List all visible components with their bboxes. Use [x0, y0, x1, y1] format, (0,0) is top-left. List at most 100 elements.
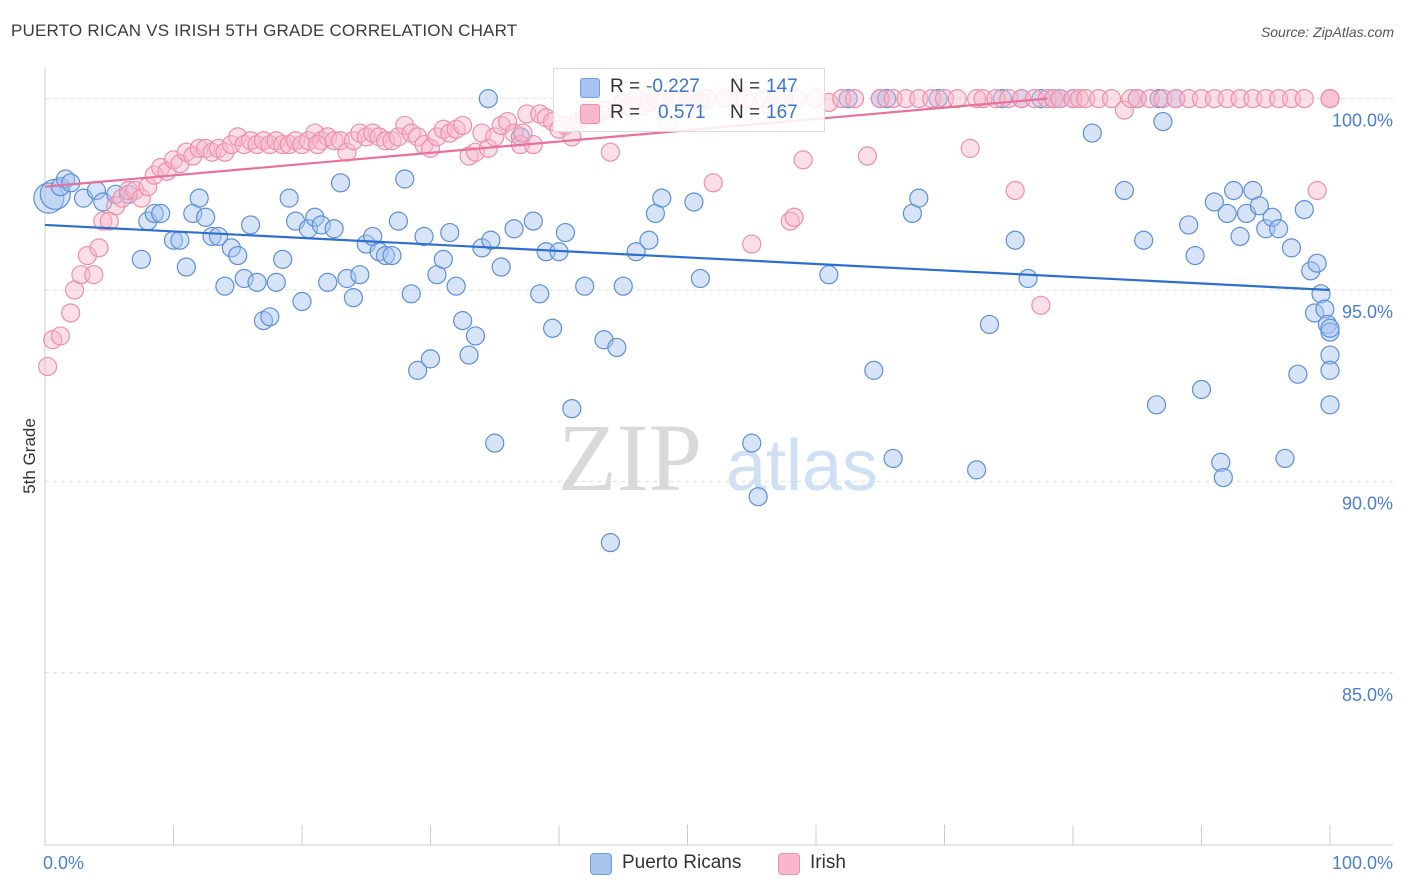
puerto-rican-point — [1005, 230, 1025, 250]
irish-point — [780, 211, 800, 231]
puerto-rican-point — [481, 230, 501, 250]
irish-point — [228, 127, 248, 147]
puerto-rican-point — [382, 245, 402, 266]
irish-point — [1031, 295, 1051, 315]
puerto-rican-point — [247, 272, 267, 292]
puerto-rican-point — [652, 188, 672, 208]
puerto-rican-point — [877, 89, 897, 109]
irish-point — [77, 245, 98, 266]
puerto-rican-point — [1304, 303, 1325, 323]
puerto-rican-point — [1320, 360, 1340, 380]
puerto-rican-point — [562, 399, 582, 419]
puerto-rican-point — [453, 311, 473, 331]
puerto-rican-point — [459, 345, 479, 365]
puerto-rican-point — [395, 169, 415, 189]
source-label: Source: ZipAtlas.com — [1260, 24, 1394, 40]
puerto-rican-point — [491, 257, 511, 277]
puerto-rican-point — [909, 188, 929, 208]
puerto-rican-point — [318, 272, 338, 292]
irish-point — [305, 123, 325, 143]
puerto-rican-point — [292, 291, 312, 312]
puerto-rican-point — [523, 211, 543, 231]
series-swatch-puerto-ricans — [590, 853, 612, 875]
puerto-rican-point — [967, 460, 987, 480]
irish-point — [1114, 100, 1135, 120]
irish-point — [703, 173, 723, 193]
irish-point — [513, 123, 533, 143]
puerto-rican-point — [1179, 215, 1199, 235]
puerto-rican-point — [1288, 364, 1308, 384]
irish-point — [125, 180, 145, 201]
irish-point — [131, 188, 151, 208]
irish-point — [485, 127, 505, 147]
irish-point — [50, 326, 71, 346]
irish-point — [453, 115, 473, 136]
puerto-rican-point — [1320, 395, 1340, 415]
irish-point — [84, 265, 104, 285]
puerto-rican-point — [408, 360, 428, 380]
puerto-rican-point — [234, 268, 254, 289]
legend-n-value: 147 — [766, 76, 798, 97]
y-tick-label: 90.0% — [1342, 493, 1393, 513]
y-tick-label: 95.0% — [1342, 302, 1393, 322]
puerto-rican-point — [266, 272, 286, 292]
irish-point — [784, 207, 804, 227]
irish-point — [61, 303, 81, 323]
puerto-rican-point — [420, 349, 441, 369]
irish-trend-line — [44, 97, 1048, 188]
series-swatch-irish — [778, 853, 800, 875]
irish-point — [395, 115, 415, 136]
puerto-rican-point — [414, 226, 434, 247]
puerto-rican-point — [485, 433, 505, 453]
puerto-rican-point — [542, 318, 563, 338]
puerto-rican-point — [375, 245, 396, 266]
puerto-rican-point — [838, 89, 858, 109]
puerto-rican-point — [1320, 345, 1340, 365]
irish-point — [844, 89, 865, 109]
irish-point — [375, 131, 396, 151]
irish-point — [1320, 89, 1340, 109]
puerto-rican-point — [1275, 448, 1295, 469]
irish-point — [1069, 89, 1090, 109]
puerto-rican-point — [241, 215, 261, 235]
y-axis-title: 5th Grade — [20, 418, 39, 494]
puerto-rican-point — [1320, 318, 1340, 338]
puerto-rican-point — [388, 211, 408, 231]
puerto-rican-point — [202, 226, 222, 247]
puerto-rican-point — [433, 249, 453, 269]
puerto-rican-point — [600, 533, 621, 553]
puerto-rican-point — [555, 222, 576, 243]
puerto-rican-point — [221, 238, 241, 258]
puerto-rican-point — [337, 268, 357, 289]
puerto-rican-point — [1217, 203, 1237, 224]
puerto-rican-point — [1224, 180, 1244, 201]
puerto-rican-point — [1082, 123, 1102, 143]
puerto-rican-point — [228, 245, 248, 266]
puerto-rican-point — [742, 433, 762, 453]
irish-point — [37, 356, 58, 377]
puerto-rican-point — [1262, 207, 1282, 227]
puerto-rican-point — [478, 89, 498, 109]
puerto-rican-point — [215, 276, 235, 296]
irish-point — [960, 138, 980, 158]
puerto-rican-point — [170, 230, 190, 250]
puerto-rican-point — [279, 188, 299, 208]
puerto-rican-point — [324, 219, 344, 239]
puerto-rican-points — [33, 89, 1340, 553]
irish-point — [967, 89, 987, 109]
puerto-rican-point — [607, 337, 627, 358]
puerto-rican-point — [1213, 467, 1233, 488]
puerto-rican-point — [864, 360, 884, 380]
puerto-rican-point — [446, 276, 466, 296]
irish-point — [106, 196, 126, 216]
puerto-rican-point — [151, 203, 171, 224]
irish-point — [408, 127, 428, 147]
irish-point — [1005, 180, 1025, 201]
chart-title: PUERTO RICAN VS IRISH 5TH GRADE CORRELAT… — [11, 21, 518, 40]
irish-point — [388, 127, 408, 147]
puerto-rican-point — [748, 487, 768, 507]
irish-point — [273, 134, 293, 155]
legend-r-value: 0.571 — [658, 102, 706, 123]
irish-point — [343, 131, 363, 151]
puerto-rican-point — [626, 242, 646, 262]
